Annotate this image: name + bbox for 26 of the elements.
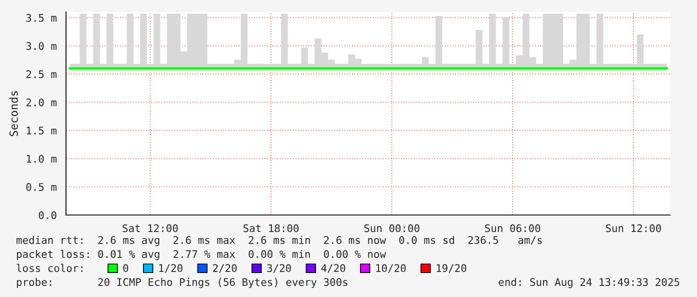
legend-label: 4/20 xyxy=(321,264,346,273)
legend-label: 3/20 xyxy=(267,264,291,273)
x-tick-label: Sat 18:00 xyxy=(244,224,299,232)
y-tick-label: 0.0 xyxy=(38,211,56,220)
y-axis-title: Seconds xyxy=(9,91,18,136)
text: probe: 20 ICMP Echo Pings (56 Bytes) every 300s xyxy=(16,278,348,288)
text: end: Sun Aug 24 13:49:33 2025 xyxy=(498,278,680,288)
legend-label: 1/20 xyxy=(159,264,182,273)
x-tick-label: Sun 06:00 xyxy=(485,224,540,232)
legend-title: loss color: xyxy=(16,264,82,272)
y-tick-label: 1.0 m xyxy=(26,154,56,163)
legend-label: 10/20 xyxy=(376,264,406,273)
legend-label: 19/20 xyxy=(436,264,466,273)
x-tick-label: Sun 12:00 xyxy=(606,224,661,232)
y-tick-label: 2.5 m xyxy=(26,70,56,78)
y-tick-label: 2.0 m xyxy=(26,98,56,106)
legend-label: 2/20 xyxy=(213,264,237,273)
y-tick-label: 3.0 m xyxy=(26,42,56,50)
legend-label: 0 xyxy=(123,264,128,272)
text: packet loss: 0.01 % avg 2.77 % max 0.00 % min 0.00 % now xyxy=(16,250,386,260)
y-tick-label: 1.5 m xyxy=(26,126,56,135)
y-tick-label: 3.5 m xyxy=(26,14,56,22)
text: median rtt: 2.6 ms avg 2.6 ms max 2.6 ms min 2.6 ms now 0.0 ms sd 236.5 am/s xyxy=(16,236,542,246)
x-tick-label: Sun 00:00 xyxy=(364,224,420,232)
x-tick-label: Sat 12:00 xyxy=(122,224,178,232)
y-tick-label: 0.5 m xyxy=(26,183,56,191)
